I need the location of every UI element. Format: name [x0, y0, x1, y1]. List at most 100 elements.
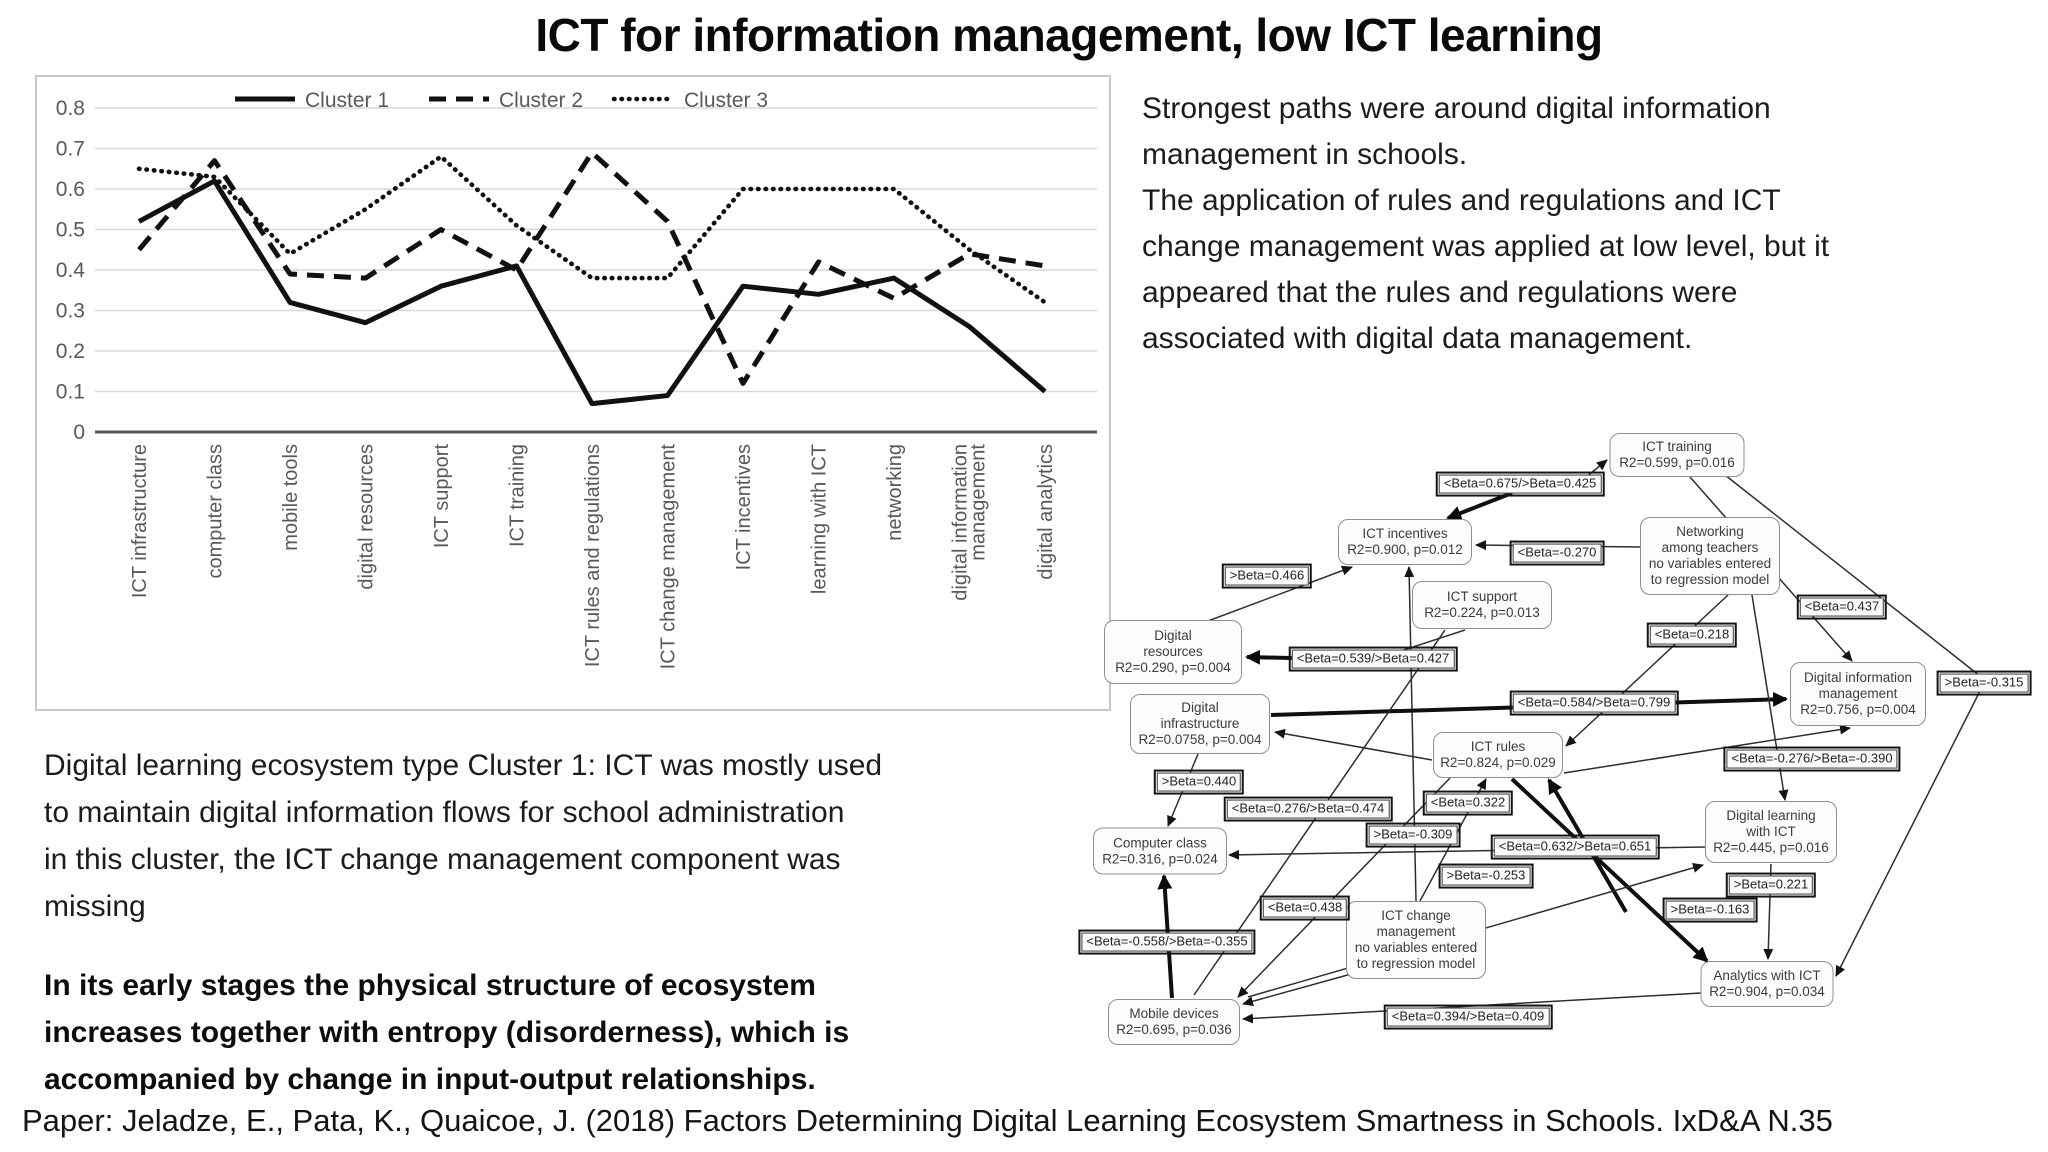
y-tick-label: 0 — [73, 421, 85, 444]
node-label-line: Analytics with ICT — [1713, 968, 1821, 984]
legend-label: Cluster 2 — [499, 89, 583, 112]
node-label-line: Mobile devices — [1129, 1006, 1219, 1022]
x-category-label: ICT change management — [658, 444, 680, 670]
beta-coefficient-label: <Beta=0.437 — [1796, 594, 1888, 620]
node-label-line: R2=0.224, p=0.013 — [1424, 605, 1540, 620]
text-line: missing — [44, 890, 146, 923]
node-label-line: Computer class — [1113, 835, 1207, 851]
diagram-node-analytics-with-ict: Analytics with ICT R2=0.904, p=0.034 — [1700, 961, 1834, 1007]
node-label-line: to regression model — [1356, 955, 1476, 971]
node-label-line: R2=0.824, p=0.029 — [1440, 755, 1556, 770]
text-line: Strongest paths were around digital info… — [1142, 92, 1771, 125]
node-label-line: management — [1376, 924, 1456, 940]
node-label-line: no variables entered — [1354, 940, 1478, 955]
diagram-edge — [1237, 777, 1451, 998]
diagram-node-ict-rules: ICT rules R2=0.824, p=0.029 — [1433, 732, 1563, 778]
ecosystem-entropy-bold-text: In its early stages the physical structu… — [44, 962, 1024, 1103]
node-label-line: R2=0.290, p=0.004 — [1115, 659, 1231, 675]
series-cluster-3 — [136, 154, 1048, 305]
series-cluster-2 — [137, 150, 1046, 386]
diagram-edge — [1242, 970, 1363, 1007]
x-category-label: digital information — [950, 444, 972, 601]
node-label-line: R2=0.0758, p=0.004 — [1138, 731, 1262, 747]
page-title: ICT for information management, low ICT … — [535, 9, 1603, 61]
beta-coefficient-label: <Beta=-0.276/>Beta=-0.390 — [1722, 746, 1902, 772]
text-line: In its early stages the physical structu… — [44, 969, 816, 1002]
node-label-line: resources — [1143, 644, 1203, 660]
diagram-node-ict-training: ICT training R2=0.599, p=0.016 — [1609, 433, 1745, 477]
node-label-line: with ICT — [1746, 824, 1796, 840]
x-category-label: ICT infrastructure — [129, 444, 151, 598]
beta-coefficient-label: >Beta=0.221 — [1725, 872, 1817, 898]
legend-label: Cluster 1 — [305, 89, 389, 112]
beta-coefficient-label: <Beta=0.322 — [1422, 790, 1514, 816]
diagram-edge — [1565, 594, 1729, 747]
text-line: increases together with entropy (disorde… — [44, 1016, 850, 1049]
beta-coefficient-label: <Beta=0.675/>Beta=0.425 — [1435, 471, 1605, 497]
node-label-line: Digital information — [1803, 670, 1913, 686]
beta-coefficient-label: <Beta=-0.270 — [1509, 540, 1605, 566]
y-tick-label: 0.5 — [56, 219, 85, 242]
text-line: in this cluster, the ICT change manageme… — [44, 843, 841, 876]
x-category-label: digital resources — [356, 444, 378, 590]
diagram-node-digital-information-management: Digital information management R2=0.756, p… — [1790, 662, 1926, 726]
cluster1-description-text: Digital learning ecosystem type Cluster … — [44, 742, 1074, 930]
beta-coefficient-label: >Beta=-0.315 — [1936, 670, 2032, 696]
diagram-edge — [1510, 777, 1709, 963]
text-line: accompanied by change in input-output re… — [44, 1063, 816, 1096]
node-label-line: R2=0.316, p=0.024 — [1102, 851, 1218, 866]
diagram-node-computer-class: Computer class R2=0.316, p=0.024 — [1093, 827, 1227, 875]
diagram-edges-svg — [1157, 459, 1981, 1024]
beta-coefficient-label: <Beta=-0.558/>Beta=-0.355 — [1077, 929, 1257, 955]
beta-coefficient-label: >Beta=0.466 — [1221, 563, 1313, 589]
y-tick-label: 0.6 — [56, 178, 85, 201]
beta-coefficient-label: <Beta=0.438 — [1259, 895, 1351, 921]
node-label-line: ICT rules — [1470, 739, 1526, 755]
node-label-line: ICT incentives — [1362, 526, 1448, 542]
node-label-line: R2=0.756, p=0.004 — [1800, 701, 1916, 717]
y-tick-label: 0.2 — [56, 340, 85, 363]
beta-coefficient-label: <Beta=0.632/>Beta=0.651 — [1490, 834, 1660, 860]
y-tick-label: 0.7 — [56, 138, 85, 161]
node-label-line: R2=0.900, p=0.012 — [1347, 542, 1463, 557]
x-category-label: management — [968, 444, 990, 561]
x-category-label: computer class — [205, 444, 227, 579]
cluster-line-chart-panel: 0 0.1 0.2 0.3 0.4 0.5 0.6 0.7 0.8 ICT infrastruct… — [35, 75, 1111, 711]
diagram-node-networking-among-teachers: Networking among teachers no variables ent… — [1640, 517, 1780, 595]
text-line: Digital learning ecosystem type Cluster … — [44, 749, 883, 782]
diagram-edge — [1446, 491, 1513, 521]
diagram-node-digital-resources: Digital resources R2=0.290, p=0.004 — [1104, 620, 1242, 684]
beta-coefficient-label: >Beta=-0.163 — [1662, 897, 1758, 923]
y-tick-label: 0.8 — [56, 97, 85, 120]
node-label-line: Digital — [1154, 628, 1192, 644]
diagram-node-ict-support: ICT support R2=0.224, p=0.013 — [1412, 581, 1552, 629]
beta-coefficient-label: <Beta=0.584/>Beta=0.799 — [1509, 690, 1679, 716]
diagram-node-mobile-devices: Mobile devices R2=0.695, p=0.036 — [1108, 999, 1240, 1045]
diagram-edge — [1207, 565, 1353, 622]
diagram-edge — [1835, 690, 1981, 977]
text-line: appeared that the rules and regulations … — [1142, 276, 1738, 309]
diagram-edge — [1274, 728, 1433, 761]
x-category-label: ICT rules and regulations — [582, 444, 604, 667]
beta-coefficient-label: <Beta=0.276/>Beta=0.474 — [1223, 796, 1393, 822]
legend-label: Cluster 3 — [684, 89, 768, 112]
node-label-line: among teachers — [1661, 540, 1759, 556]
beta-coefficient-label: >Beta=-0.253 — [1438, 863, 1534, 889]
node-label-line: Digital learning — [1726, 808, 1816, 824]
series-cluster-1 — [137, 178, 1047, 407]
x-category-label: ICT support — [431, 444, 453, 549]
node-label-line: management — [1818, 686, 1898, 702]
beta-coefficient-label: <Beta=0.394/>Beta=0.409 — [1383, 1004, 1553, 1030]
node-label-line: R2=0.445, p=0.016 — [1713, 839, 1829, 855]
node-label-line: R2=0.695, p=0.036 — [1116, 1022, 1232, 1037]
y-tick-label: 0.4 — [56, 259, 86, 282]
node-label-line: Networking — [1676, 524, 1744, 540]
path-model-diagram: ICT training R2=0.599, p=0.016 ICT incenti… — [1077, 415, 2048, 1095]
beta-coefficient-label: >Beta=-0.309 — [1365, 822, 1461, 848]
beta-coefficient-label: <Beta=0.218 — [1646, 622, 1738, 648]
node-label-line: ICT training — [1642, 439, 1712, 455]
text-line: change management was applied at low lev… — [1142, 230, 1830, 263]
text-line: associated with digital data management. — [1142, 322, 1693, 355]
diagram-edge — [1242, 992, 1702, 1024]
text-line: to maintain digital information flows fo… — [44, 796, 845, 829]
